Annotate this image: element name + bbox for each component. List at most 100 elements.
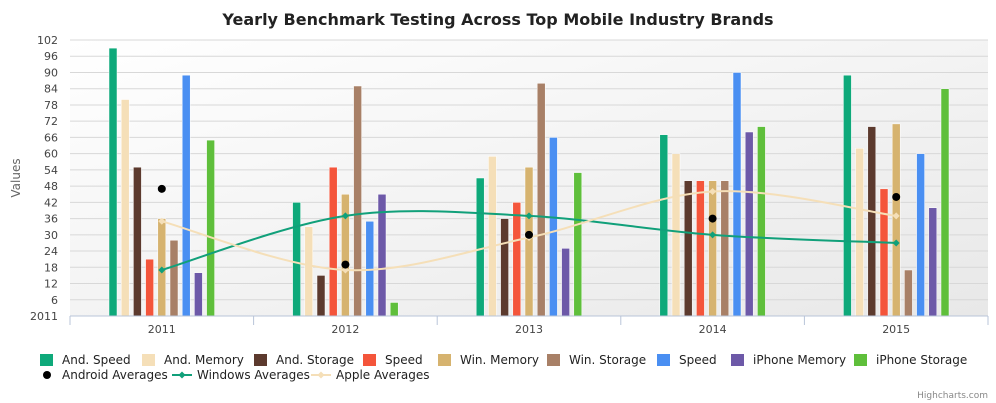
credits-link[interactable]: Highcharts.com [917, 391, 988, 401]
y-tick-label: 12 [44, 278, 58, 291]
line-marker [525, 212, 533, 220]
legend-item[interactable]: Speed [363, 353, 423, 367]
bar [500, 218, 509, 317]
legend-label: Apple Averages [336, 368, 430, 382]
bar [108, 47, 118, 317]
legend-marker [317, 371, 325, 379]
bar [744, 131, 754, 317]
lines [157, 184, 901, 274]
line-marker [892, 212, 900, 220]
y-tick-label: 60 [44, 148, 58, 161]
bar [353, 85, 362, 317]
bar [720, 180, 730, 317]
legend-label: Speed [679, 353, 717, 367]
legend-label: Android Averages [62, 368, 168, 382]
bar [512, 202, 522, 317]
chart-title: Yearly Benchmark Testing Across Top Mobi… [221, 10, 773, 29]
scatter-point [157, 184, 166, 193]
bar [365, 221, 375, 317]
y-tick-label: 18 [44, 261, 58, 274]
line-marker [158, 217, 166, 225]
bar [292, 202, 301, 317]
y-tick-label: 96 [44, 50, 58, 63]
bar [940, 88, 950, 317]
bar [757, 126, 766, 317]
legend-item[interactable]: Android Averages [43, 368, 168, 382]
x-axis: 2011 2012 2013 2014 2015 [69, 315, 989, 336]
bar [671, 153, 681, 317]
y-tick-label: 42 [44, 196, 58, 209]
y-axis-title: Values [9, 158, 23, 197]
y-tick-label: 72 [44, 115, 58, 128]
legend-item[interactable]: Win. Storage [547, 353, 646, 367]
y-tick-label: 2011 [30, 310, 58, 323]
legend-item[interactable]: Speed [657, 353, 717, 367]
line-marker [341, 212, 349, 220]
line-marker [709, 188, 717, 196]
scatter-point [525, 230, 533, 239]
legend-item[interactable]: iPhone Storage [854, 353, 967, 367]
legend-symbol [657, 354, 670, 366]
y-tick-label: 54 [44, 164, 58, 177]
bar [206, 139, 215, 317]
bar [916, 153, 925, 317]
x-tick-label: 2012 [331, 323, 359, 336]
legend-symbol [43, 371, 51, 379]
bar [194, 272, 203, 317]
y-tick-label: 24 [44, 245, 58, 258]
bar [867, 126, 877, 317]
legend-item[interactable]: iPhone Memory [731, 353, 846, 367]
bar [475, 177, 485, 317]
bar [488, 156, 497, 317]
y-axis-ticks: 2011 6 12 18 24 30 36 42 48 54 60 66 72 78 84 90 96 102 [30, 34, 58, 323]
bar [659, 134, 669, 317]
bar [328, 166, 338, 317]
bar [536, 83, 546, 317]
y-tick-label: 30 [44, 229, 58, 242]
bar [732, 72, 742, 317]
legend-label: And. Storage [276, 353, 354, 367]
y-tick-label: 102 [37, 34, 58, 47]
legend-label: iPhone Storage [876, 353, 967, 367]
bar [573, 172, 583, 317]
line-marker [892, 239, 900, 247]
legend-item[interactable]: Win. Memory [438, 353, 539, 367]
legend-symbol [854, 354, 867, 366]
bar [524, 166, 534, 317]
line-marker [158, 266, 166, 274]
legend-symbol [142, 354, 155, 366]
scatter-point [341, 260, 350, 269]
legend-item[interactable]: And. Memory [142, 353, 244, 367]
x-tick-label: 2014 [699, 323, 727, 336]
legend-item[interactable]: And. Speed [40, 353, 131, 367]
x-tick-label: 2015 [882, 323, 910, 336]
legend-label: Speed [385, 353, 423, 367]
y-tick-label: 90 [44, 66, 58, 79]
legend-label: Win. Storage [569, 353, 646, 367]
y-tick-label: 66 [44, 131, 58, 144]
bar [389, 302, 399, 317]
bar [891, 123, 901, 317]
x-tick-label: 2011 [148, 323, 176, 336]
bar [169, 239, 179, 317]
line-marker [341, 266, 349, 274]
bar [316, 275, 326, 317]
legend-symbol [547, 354, 560, 366]
bar [879, 188, 889, 317]
legend-item[interactable]: Windows Averages [172, 368, 310, 382]
legend: And. Speed And. Memory And. Storage Speed Wi… [40, 353, 967, 382]
bar [696, 180, 705, 317]
bar [181, 74, 191, 317]
legend-label: And. Memory [164, 353, 244, 367]
bar [133, 166, 142, 317]
bar [708, 180, 717, 317]
legend-item[interactable]: Apple Averages [311, 368, 430, 382]
legend-symbol [40, 354, 53, 366]
bar [904, 269, 913, 317]
x-tick-label: 2013 [515, 323, 543, 336]
bar [304, 226, 314, 317]
bar [855, 147, 864, 317]
line-marker [709, 231, 717, 239]
legend-item[interactable]: And. Storage [254, 353, 354, 367]
y-tick-label: 6 [51, 294, 58, 307]
